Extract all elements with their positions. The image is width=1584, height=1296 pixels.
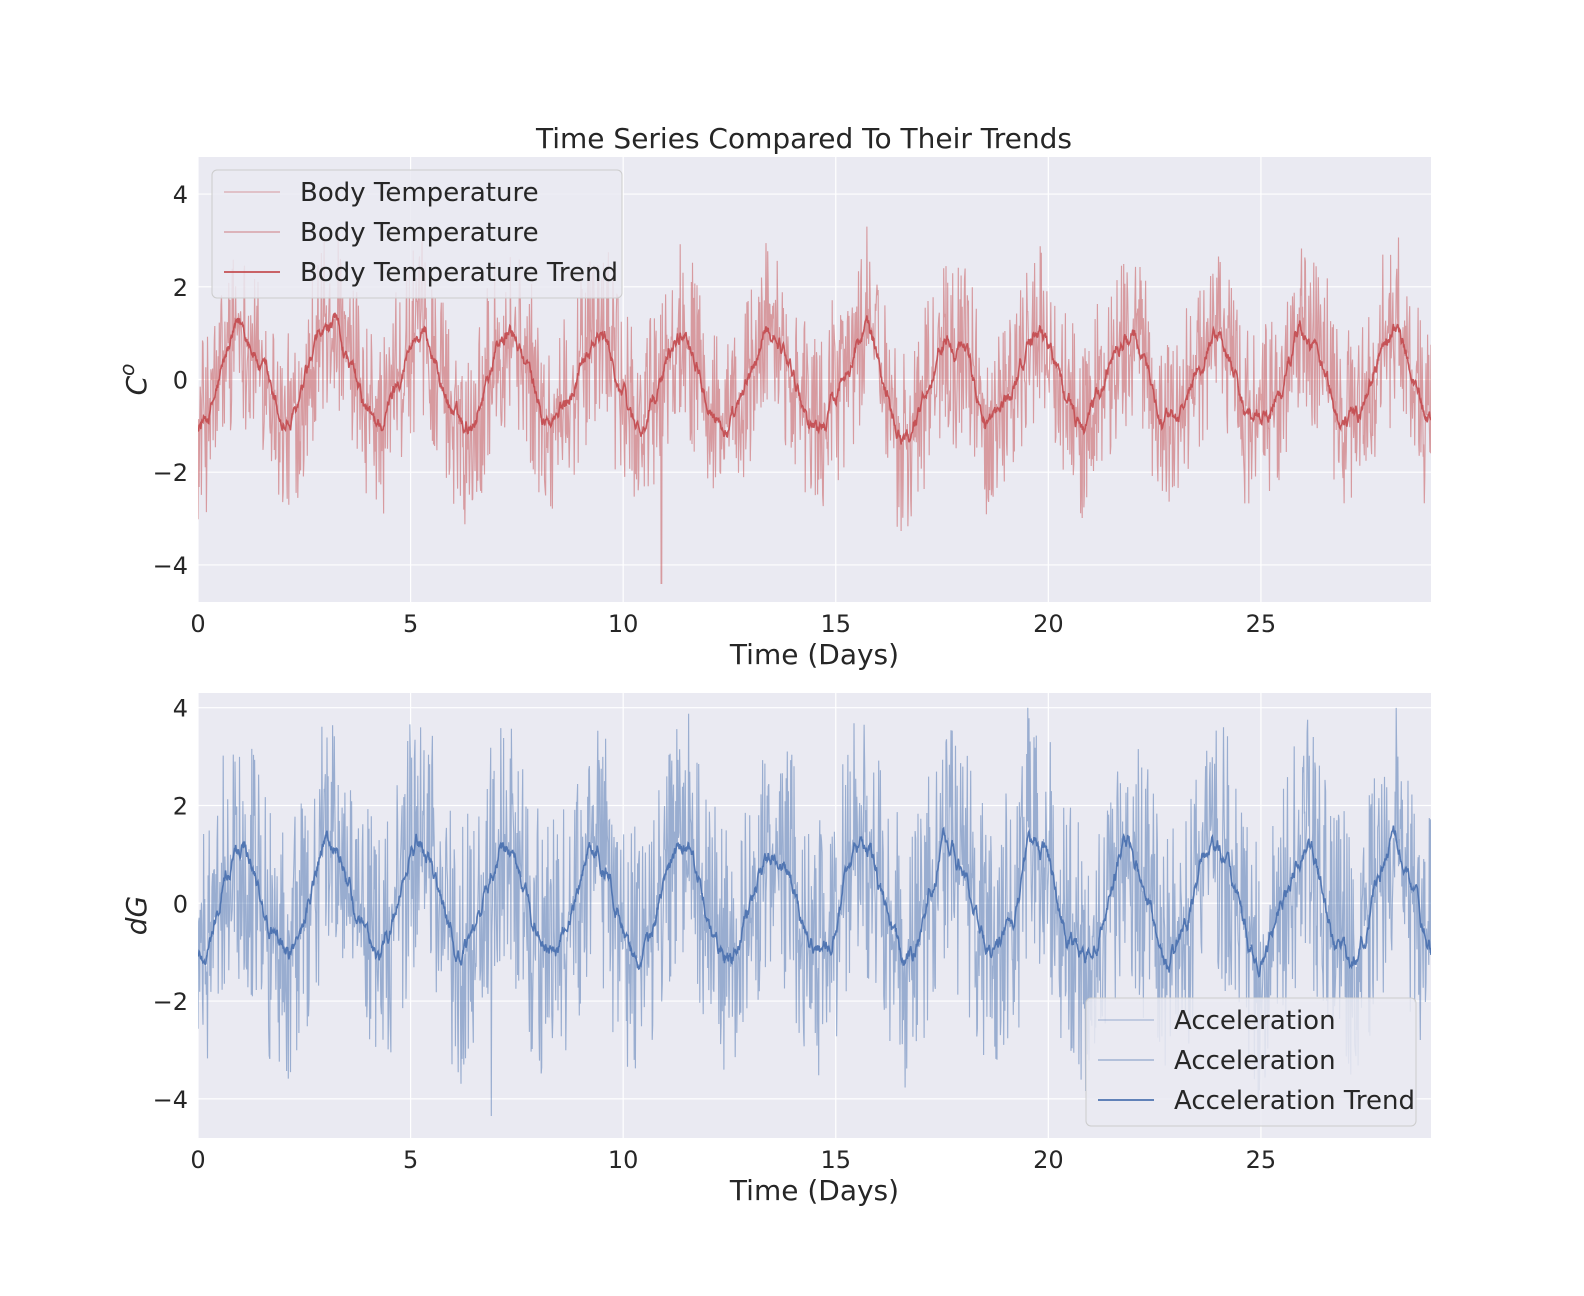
y-tick-label: 2: [173, 792, 188, 820]
x-tick-label: 5: [403, 610, 418, 638]
x-tick-label: 10: [608, 1146, 639, 1174]
x-tick-label: 25: [1246, 1146, 1277, 1174]
x-tick-label: 15: [820, 610, 851, 638]
y-tick-label: 0: [173, 890, 188, 918]
x-tick-label: 20: [1033, 1146, 1064, 1174]
legend-entry: Body Temperature: [300, 178, 539, 208]
y-tick-label: −4: [153, 552, 188, 580]
legend-entry: Body Temperature Trend: [300, 258, 618, 288]
y-tick-label: 4: [173, 181, 188, 209]
legend-box: [211, 169, 623, 299]
trend-line: [198, 312, 1431, 445]
y-tick-label: 2: [173, 274, 188, 302]
x-tick-label: 20: [1033, 610, 1064, 638]
x-tick-label: 0: [190, 610, 205, 638]
y-tick-label: 4: [173, 695, 188, 723]
raw-series-line: [198, 707, 1431, 1117]
series-lines: [198, 707, 1431, 1117]
y-axis-label: Co: [115, 364, 153, 396]
series-lines: [198, 226, 1431, 585]
x-tick-label: 0: [190, 1146, 205, 1174]
y-tick-label: −4: [153, 1086, 188, 1114]
y-axis-label: dG: [120, 896, 153, 935]
legend-entry: Body Temperature: [300, 218, 539, 248]
raw-series-line: [198, 707, 1431, 1117]
y-tick-label: 0: [173, 367, 188, 395]
raw-series-line: [198, 226, 1431, 585]
legend-entry: Acceleration: [1174, 1046, 1336, 1076]
x-tick-label: 15: [820, 1146, 851, 1174]
legend-box: [1085, 997, 1417, 1127]
x-axis-label: Time (Days): [729, 1174, 899, 1207]
x-tick-label: 5: [403, 1146, 418, 1174]
x-tick-label: 25: [1246, 610, 1277, 638]
legend: Body Temperature Body Temperature Body Tem…: [211, 169, 623, 299]
y-tick-label: −2: [153, 988, 188, 1016]
legend-entry: Acceleration Trend: [1174, 1086, 1415, 1116]
x-axis-label: Time (Days): [729, 638, 899, 671]
x-tick-label: 10: [608, 610, 639, 638]
legend: Acceleration Acceleration Acceleration Tre…: [1085, 997, 1417, 1127]
trend-line: [198, 825, 1431, 978]
legend-entry: Acceleration: [1174, 1006, 1336, 1036]
raw-series-line: [198, 226, 1431, 585]
figure-title: Time Series Compared To Their Trends: [535, 122, 1072, 155]
y-tick-label: −2: [153, 459, 188, 487]
